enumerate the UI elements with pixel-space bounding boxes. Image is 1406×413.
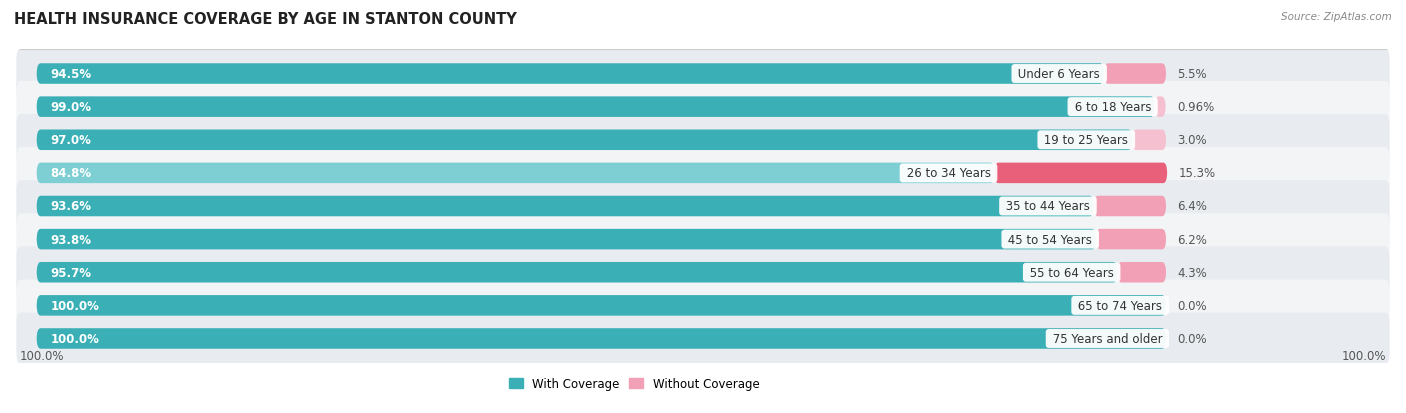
FancyBboxPatch shape <box>37 97 1154 118</box>
Text: 93.8%: 93.8% <box>51 233 91 246</box>
FancyBboxPatch shape <box>17 82 1389 133</box>
FancyBboxPatch shape <box>17 181 1389 232</box>
FancyBboxPatch shape <box>37 262 1118 283</box>
Legend: With Coverage, Without Coverage: With Coverage, Without Coverage <box>503 373 765 395</box>
Text: 94.5%: 94.5% <box>51 68 91 81</box>
FancyBboxPatch shape <box>37 229 1097 250</box>
Text: 0.96%: 0.96% <box>1177 101 1215 114</box>
FancyBboxPatch shape <box>17 148 1389 199</box>
Text: Under 6 Years: Under 6 Years <box>1015 68 1104 81</box>
Text: 0.0%: 0.0% <box>1177 332 1206 345</box>
FancyBboxPatch shape <box>37 64 1104 85</box>
Text: 45 to 54 Years: 45 to 54 Years <box>1004 233 1097 246</box>
Text: 75 Years and older: 75 Years and older <box>1049 332 1166 345</box>
Text: Source: ZipAtlas.com: Source: ZipAtlas.com <box>1281 12 1392 22</box>
Text: 95.7%: 95.7% <box>51 266 91 279</box>
FancyBboxPatch shape <box>17 49 1389 100</box>
Text: 100.0%: 100.0% <box>20 349 65 363</box>
FancyBboxPatch shape <box>37 130 1132 151</box>
FancyBboxPatch shape <box>37 328 1166 349</box>
FancyBboxPatch shape <box>17 115 1389 166</box>
FancyBboxPatch shape <box>1104 64 1166 85</box>
Text: 55 to 64 Years: 55 to 64 Years <box>1026 266 1118 279</box>
FancyBboxPatch shape <box>37 163 994 184</box>
FancyBboxPatch shape <box>37 295 1166 316</box>
FancyBboxPatch shape <box>1094 196 1166 217</box>
Text: 3.0%: 3.0% <box>1177 134 1206 147</box>
Text: 100.0%: 100.0% <box>51 299 98 312</box>
FancyBboxPatch shape <box>994 163 1167 184</box>
Text: 100.0%: 100.0% <box>51 332 98 345</box>
Text: 84.8%: 84.8% <box>51 167 91 180</box>
FancyBboxPatch shape <box>17 247 1389 298</box>
Text: 100.0%: 100.0% <box>1341 349 1386 363</box>
Text: 15.3%: 15.3% <box>1178 167 1216 180</box>
FancyBboxPatch shape <box>17 214 1389 265</box>
Text: 6 to 18 Years: 6 to 18 Years <box>1070 101 1154 114</box>
Text: 19 to 25 Years: 19 to 25 Years <box>1040 134 1132 147</box>
FancyBboxPatch shape <box>1154 97 1166 118</box>
Text: HEALTH INSURANCE COVERAGE BY AGE IN STANTON COUNTY: HEALTH INSURANCE COVERAGE BY AGE IN STAN… <box>14 12 517 27</box>
Text: 35 to 44 Years: 35 to 44 Years <box>1002 200 1094 213</box>
FancyBboxPatch shape <box>17 280 1389 331</box>
Text: 97.0%: 97.0% <box>51 134 91 147</box>
FancyBboxPatch shape <box>1097 229 1166 250</box>
Text: 65 to 74 Years: 65 to 74 Years <box>1074 299 1166 312</box>
Text: 6.2%: 6.2% <box>1177 233 1208 246</box>
Text: 26 to 34 Years: 26 to 34 Years <box>903 167 994 180</box>
Text: 6.4%: 6.4% <box>1177 200 1208 213</box>
FancyBboxPatch shape <box>1118 262 1166 283</box>
Text: 99.0%: 99.0% <box>51 101 91 114</box>
FancyBboxPatch shape <box>37 196 1094 217</box>
FancyBboxPatch shape <box>1132 130 1166 151</box>
Text: 4.3%: 4.3% <box>1177 266 1208 279</box>
Text: 93.6%: 93.6% <box>51 200 91 213</box>
Text: 0.0%: 0.0% <box>1177 299 1206 312</box>
Text: 5.5%: 5.5% <box>1177 68 1206 81</box>
FancyBboxPatch shape <box>17 313 1389 364</box>
